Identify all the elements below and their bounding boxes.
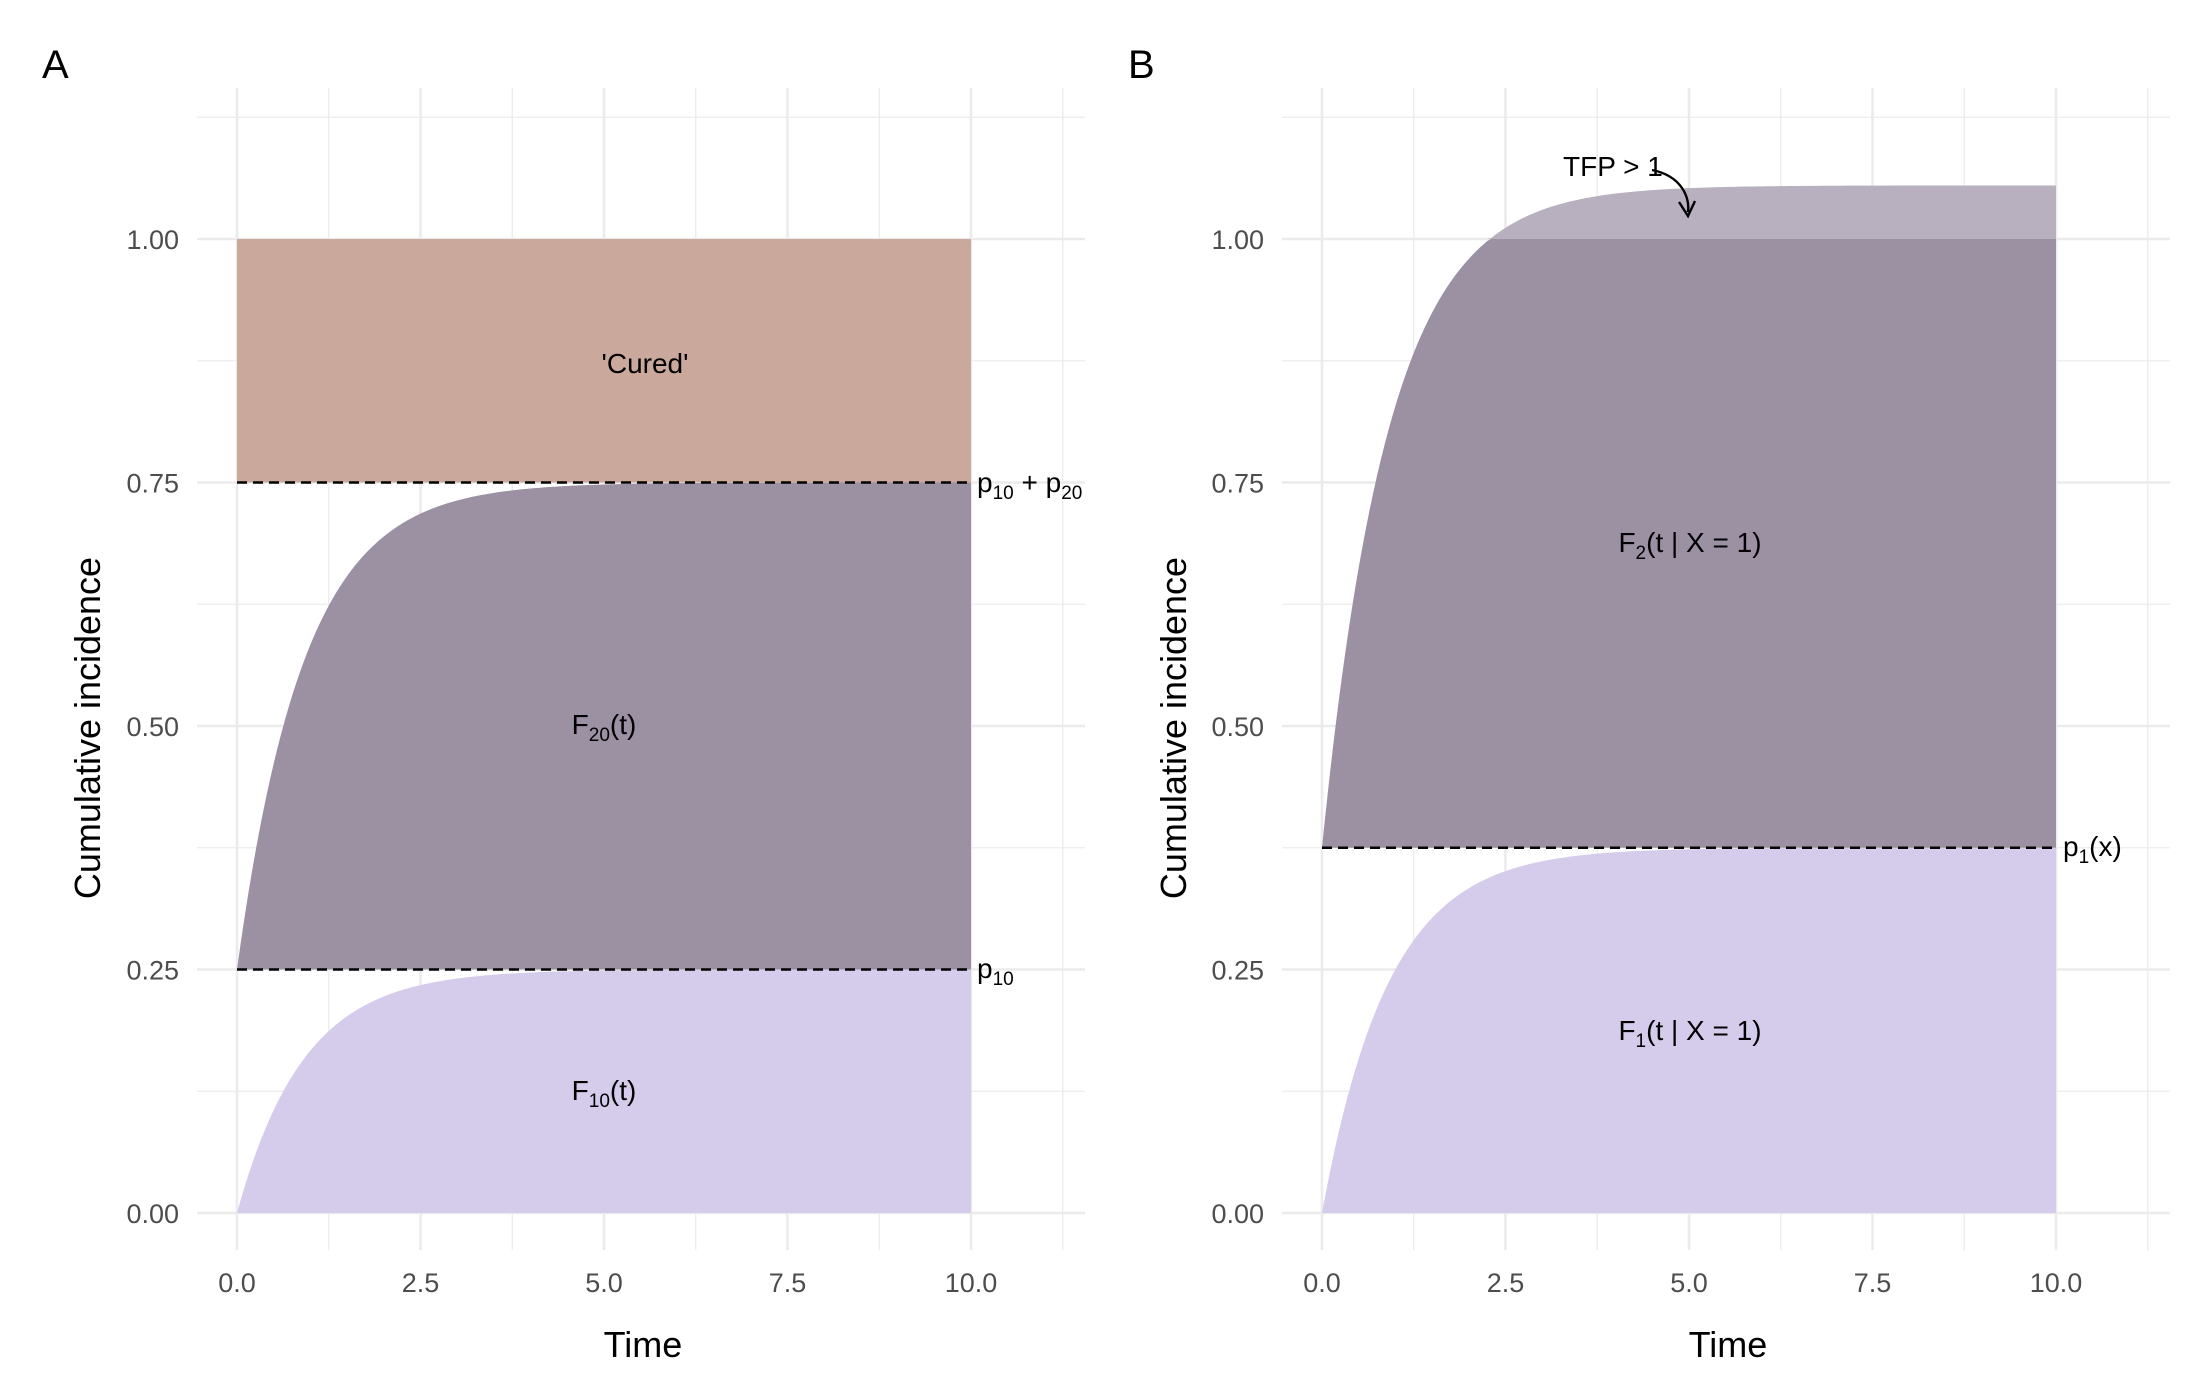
panel-a-cured-label: 'Cured' <box>602 348 689 379</box>
panel-a-y-tick-labels: 0.00 0.25 0.50 0.75 1.00 <box>126 225 179 1229</box>
panel-b-p1x-label: p1(x) <box>2063 831 2122 868</box>
panel-a-areas <box>237 239 971 1213</box>
pb-y-tick-label: 0.75 <box>1211 469 1264 499</box>
panel-a-y-axis-title: Cumulative incidence <box>67 557 108 899</box>
panel-a-f10-label: F10(t) <box>572 1075 637 1112</box>
panel-a-tag: A <box>42 43 69 87</box>
pa-x-tick-label: 0.0 <box>218 1268 256 1298</box>
pb-y-tick-label: 0.50 <box>1211 712 1264 742</box>
panel-b-f1-area <box>1322 847 2056 1213</box>
pb-x-tick-label: 5.0 <box>1670 1268 1708 1298</box>
panel-a-x-tick-labels: 0.0 2.5 5.0 7.5 10.0 <box>218 1268 997 1298</box>
panel-a-f10-area <box>237 969 971 1213</box>
panel-b-f2-label: F2(t | X = 1) <box>1618 527 1761 564</box>
panel-b-tag: B <box>1128 43 1155 87</box>
pb-x-tick-label: 2.5 <box>1487 1268 1525 1298</box>
panel-b-tfp-label: TFP > 1 <box>1563 151 1663 182</box>
pa-y-tick-label: 1.00 <box>126 225 179 255</box>
panel-b: 0.0 2.5 5.0 7.5 10.0 0.00 0.25 0.50 0.75 1.00 F2… <box>1153 88 2170 1365</box>
panel-b-x-tick-labels: 0.0 2.5 5.0 7.5 10.0 <box>1303 1268 2082 1298</box>
pa-y-tick-label: 0.50 <box>126 712 179 742</box>
panel-a-p10-label: p10 <box>977 953 1014 990</box>
panel-b-tfp-arrow <box>1651 168 1690 213</box>
pb-y-tick-label: 1.00 <box>1211 225 1264 255</box>
pa-x-tick-label: 7.5 <box>769 1268 807 1298</box>
panel-a: 0.0 2.5 5.0 7.5 10.0 0.00 0.25 0.50 0.75 1.00 'C… <box>67 88 1085 1365</box>
panel-a-reference-lines <box>237 481 971 971</box>
panel-b-f1-label: F1(t | X = 1) <box>1618 1015 1761 1052</box>
panel-a-x-axis-title: Time <box>604 1324 683 1365</box>
pb-x-tick-label: 10.0 <box>2030 1268 2083 1298</box>
panel-b-y-tick-labels: 0.00 0.25 0.50 0.75 1.00 <box>1211 225 1264 1229</box>
panel-b-x-axis-title: Time <box>1689 1324 1768 1365</box>
pa-x-tick-label: 5.0 <box>585 1268 623 1298</box>
pb-y-tick-label: 0.00 <box>1211 1199 1264 1229</box>
pb-y-tick-label: 0.25 <box>1211 956 1264 986</box>
panel-a-f20-area <box>237 482 971 970</box>
panel-b-areas <box>1322 185 2056 1213</box>
panel-a-cured-area <box>237 239 971 483</box>
panel-a-p10-plus-p20-label: p10 + p20 <box>977 467 1082 504</box>
panel-a-f20-label: F20(t) <box>572 709 637 746</box>
pa-y-tick-label: 0.25 <box>126 956 179 986</box>
pa-x-tick-label: 10.0 <box>945 1268 998 1298</box>
panel-b-f2-area <box>1322 239 2056 848</box>
panel-b-y-axis-title: Cumulative incidence <box>1153 557 1194 899</box>
pa-y-tick-label: 0.00 <box>126 1199 179 1229</box>
pb-x-tick-label: 0.0 <box>1303 1268 1341 1298</box>
pa-y-tick-label: 0.75 <box>126 469 179 499</box>
panel-b-tfp-arrowhead <box>1677 200 1697 219</box>
pa-x-tick-label: 2.5 <box>402 1268 440 1298</box>
pb-x-tick-label: 7.5 <box>1854 1268 1892 1298</box>
